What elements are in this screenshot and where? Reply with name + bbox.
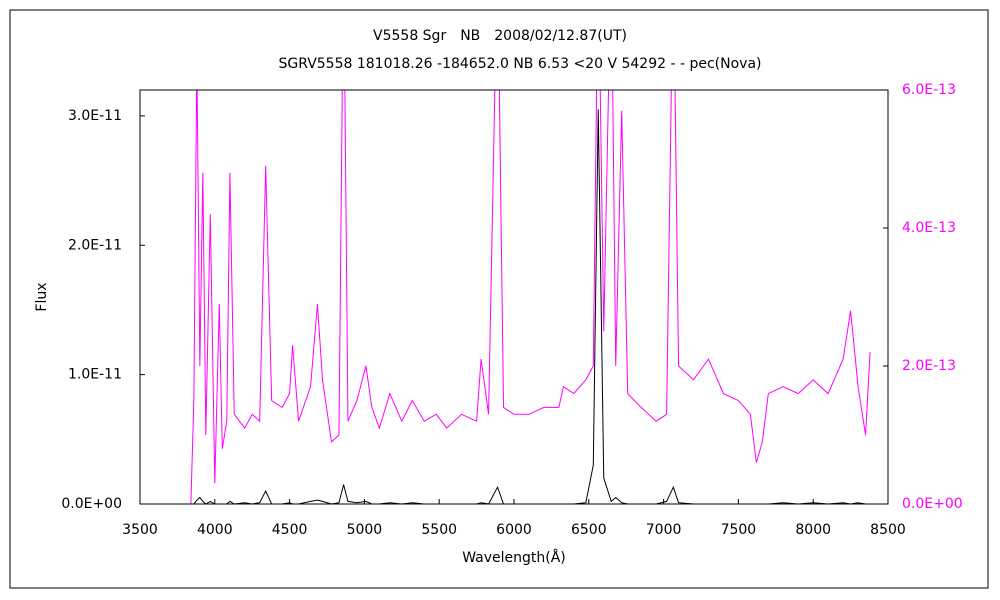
- x-tick-label: 7500: [721, 522, 757, 538]
- axes-frame: [139, 89, 889, 505]
- y2-tick-label: 4.0E-13: [902, 220, 956, 236]
- y-axis-title: Flux: [34, 282, 50, 311]
- x-tick-label: 3500: [122, 522, 158, 538]
- x-tick-label: 5000: [347, 522, 383, 538]
- x-tick-label: 6500: [571, 522, 607, 538]
- y-tick-label: 1.0E-11: [68, 367, 122, 383]
- x-tick-label: 6000: [496, 522, 532, 538]
- chart-subtitle: SGRV5558 181018.26 -184652.0 NB 6.53 <20…: [279, 56, 762, 72]
- x-tick-label: 5500: [421, 522, 457, 538]
- y2-tick-label: 6.0E-13: [902, 82, 956, 98]
- plot-area: [190, 90, 871, 504]
- y-tick-label: 0.0E+00: [61, 496, 122, 512]
- x-tick-label: 8000: [795, 522, 831, 538]
- spectrum-line: [190, 90, 871, 504]
- chart-title: V5558 Sgr NB 2008/02/12.87(UT): [373, 28, 627, 44]
- y-tick-label: 2.0E-11: [68, 237, 122, 253]
- frame: [9, 9, 989, 589]
- y2-tick-label: 0.0E+00: [902, 496, 963, 512]
- x-tick-label: 7000: [646, 522, 682, 538]
- x-tick-label: 4500: [272, 522, 308, 538]
- y-tick-label: 3.0E-11: [68, 108, 122, 124]
- x-tick-label: 8500: [870, 522, 906, 538]
- x-axis-title: Wavelength(Å): [462, 549, 566, 566]
- y2-tick-label: 2.0E-13: [902, 358, 956, 374]
- x-tick-label: 4000: [197, 522, 233, 538]
- spectrum-line: [190, 109, 871, 504]
